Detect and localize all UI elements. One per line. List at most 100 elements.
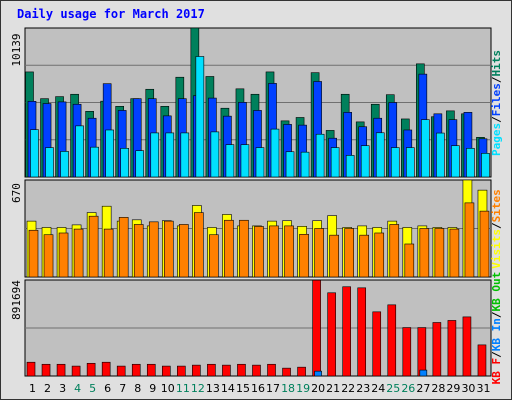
kbf-bar-21: [327, 292, 336, 377]
kbf-bar-26: [402, 327, 412, 377]
sites-bar-27: [419, 228, 430, 278]
pages-bar-15: [240, 144, 250, 178]
sites-bar-21: [329, 234, 339, 278]
kbf-bar-29: [447, 320, 457, 377]
pages-bar-10: [165, 132, 175, 178]
x-tick-label-20: 20: [311, 382, 325, 395]
sites-bar-16: [254, 226, 264, 278]
x-tick-label-5: 5: [89, 382, 96, 395]
sites-bar-3: [58, 232, 69, 278]
sites-bar-13: [209, 234, 219, 278]
x-tick-label-25: 25: [386, 382, 400, 395]
legend-kb-f: KB F: [490, 358, 503, 385]
sites-bar-19: [299, 233, 309, 278]
panel-3-legend: KB F/KB In/KB Out: [490, 272, 503, 385]
x-tick-label-21: 21: [326, 382, 340, 395]
sites-bar-29: [449, 228, 460, 278]
pages-bar-14: [225, 144, 235, 178]
x-tick-label-22: 22: [341, 382, 355, 395]
sites-bar-12: [194, 212, 204, 278]
kbf-bar-18: [282, 367, 291, 377]
legend-kb-in: KB In: [490, 318, 503, 351]
pages-bar-18: [285, 151, 295, 178]
pages-bar-5: [90, 146, 99, 178]
sites-bar-20: [314, 228, 324, 278]
kbf-bar-3: [56, 363, 66, 377]
legend-hits: Hits: [490, 50, 503, 77]
chart-title: Daily usage for March 2017: [17, 7, 205, 21]
sites-bar-24: [374, 232, 385, 278]
kbf-bar-8: [131, 363, 141, 377]
x-tick-label-18: 18: [281, 382, 295, 395]
x-tick-label-12: 12: [191, 382, 205, 395]
kbf-bar-22: [342, 286, 351, 377]
sites-bar-26: [404, 243, 415, 278]
kbin-bar-20: [314, 370, 322, 377]
sites-bar-25: [389, 224, 400, 278]
x-tick-label-9: 9: [149, 382, 156, 395]
legend-pages: Pages: [490, 123, 503, 156]
panel-1-legend: Pages/Files/Hits: [490, 50, 503, 156]
x-tick-label-29: 29: [446, 382, 460, 395]
sites-bar-10: [163, 220, 174, 278]
x-tick-label-2: 2: [44, 382, 51, 395]
kbf-bar-25: [387, 304, 397, 377]
panel-2-legend: Visits/Sites: [490, 189, 503, 269]
sites-bar-7: [118, 217, 129, 278]
sites-bar-4: [73, 228, 84, 278]
sites-bar-30: [464, 202, 475, 278]
pages-bar-13: [210, 131, 220, 178]
kbf-bar-12: [192, 364, 201, 377]
kbf-bar-30: [462, 316, 472, 377]
kbf-bar-28: [432, 322, 442, 377]
pages-bar-6: [105, 129, 114, 178]
kbf-bar-1: [26, 361, 36, 377]
sites-bar-9: [148, 221, 159, 278]
kbf-bar-16: [252, 364, 261, 377]
x-tick-label-30: 30: [461, 382, 475, 395]
pages-bar-29: [451, 145, 460, 178]
pages-bar-1: [30, 129, 39, 178]
sites-bar-18: [284, 225, 294, 278]
x-tick-label-1: 1: [29, 382, 36, 395]
x-tick-label-26: 26: [401, 382, 415, 395]
x-tick-label-10: 10: [161, 382, 175, 395]
pages-bar-23: [360, 145, 370, 178]
kbf-bar-11: [177, 365, 186, 377]
kbf-bar-15: [237, 363, 246, 377]
pages-bar-31: [481, 153, 490, 178]
sites-bar-23: [359, 234, 370, 278]
kbf-bar-4: [71, 365, 81, 377]
pages-bar-22: [345, 155, 355, 178]
x-tick-label-13: 13: [206, 382, 220, 395]
legend-files: Files: [490, 83, 503, 116]
pages-bar-28: [436, 132, 445, 178]
kbf-bar-13: [207, 363, 216, 377]
pages-bar-16: [255, 147, 265, 178]
kbf-bar-7: [116, 365, 126, 377]
pages-bar-12: [195, 56, 205, 178]
sites-bar-2: [43, 234, 54, 278]
x-tick-label-4: 4: [74, 382, 81, 395]
sites-bar-6: [103, 228, 114, 278]
sites-bar-31: [479, 210, 490, 278]
legend-kb-out: KB Out: [490, 272, 503, 312]
kbf-bar-17: [267, 363, 276, 377]
kbf-bar-9: [146, 363, 156, 377]
sites-bar-8: [133, 224, 144, 278]
sites-bar-11: [179, 224, 189, 278]
x-tick-label-6: 6: [104, 382, 111, 395]
legend-sites: Sites: [490, 189, 503, 222]
x-tick-label-17: 17: [266, 382, 280, 395]
kbin-bar-27: [419, 369, 428, 377]
x-tick-label-7: 7: [119, 382, 126, 395]
kbf-bar-24: [372, 311, 382, 377]
pages-bar-26: [406, 147, 415, 178]
pages-bar-19: [300, 151, 310, 178]
x-tick-label-31: 31: [476, 382, 490, 395]
legend-visits: Visits: [490, 229, 503, 269]
sites-bar-15: [239, 219, 249, 278]
sites-bar-14: [224, 219, 234, 278]
pages-bar-2: [45, 147, 54, 178]
